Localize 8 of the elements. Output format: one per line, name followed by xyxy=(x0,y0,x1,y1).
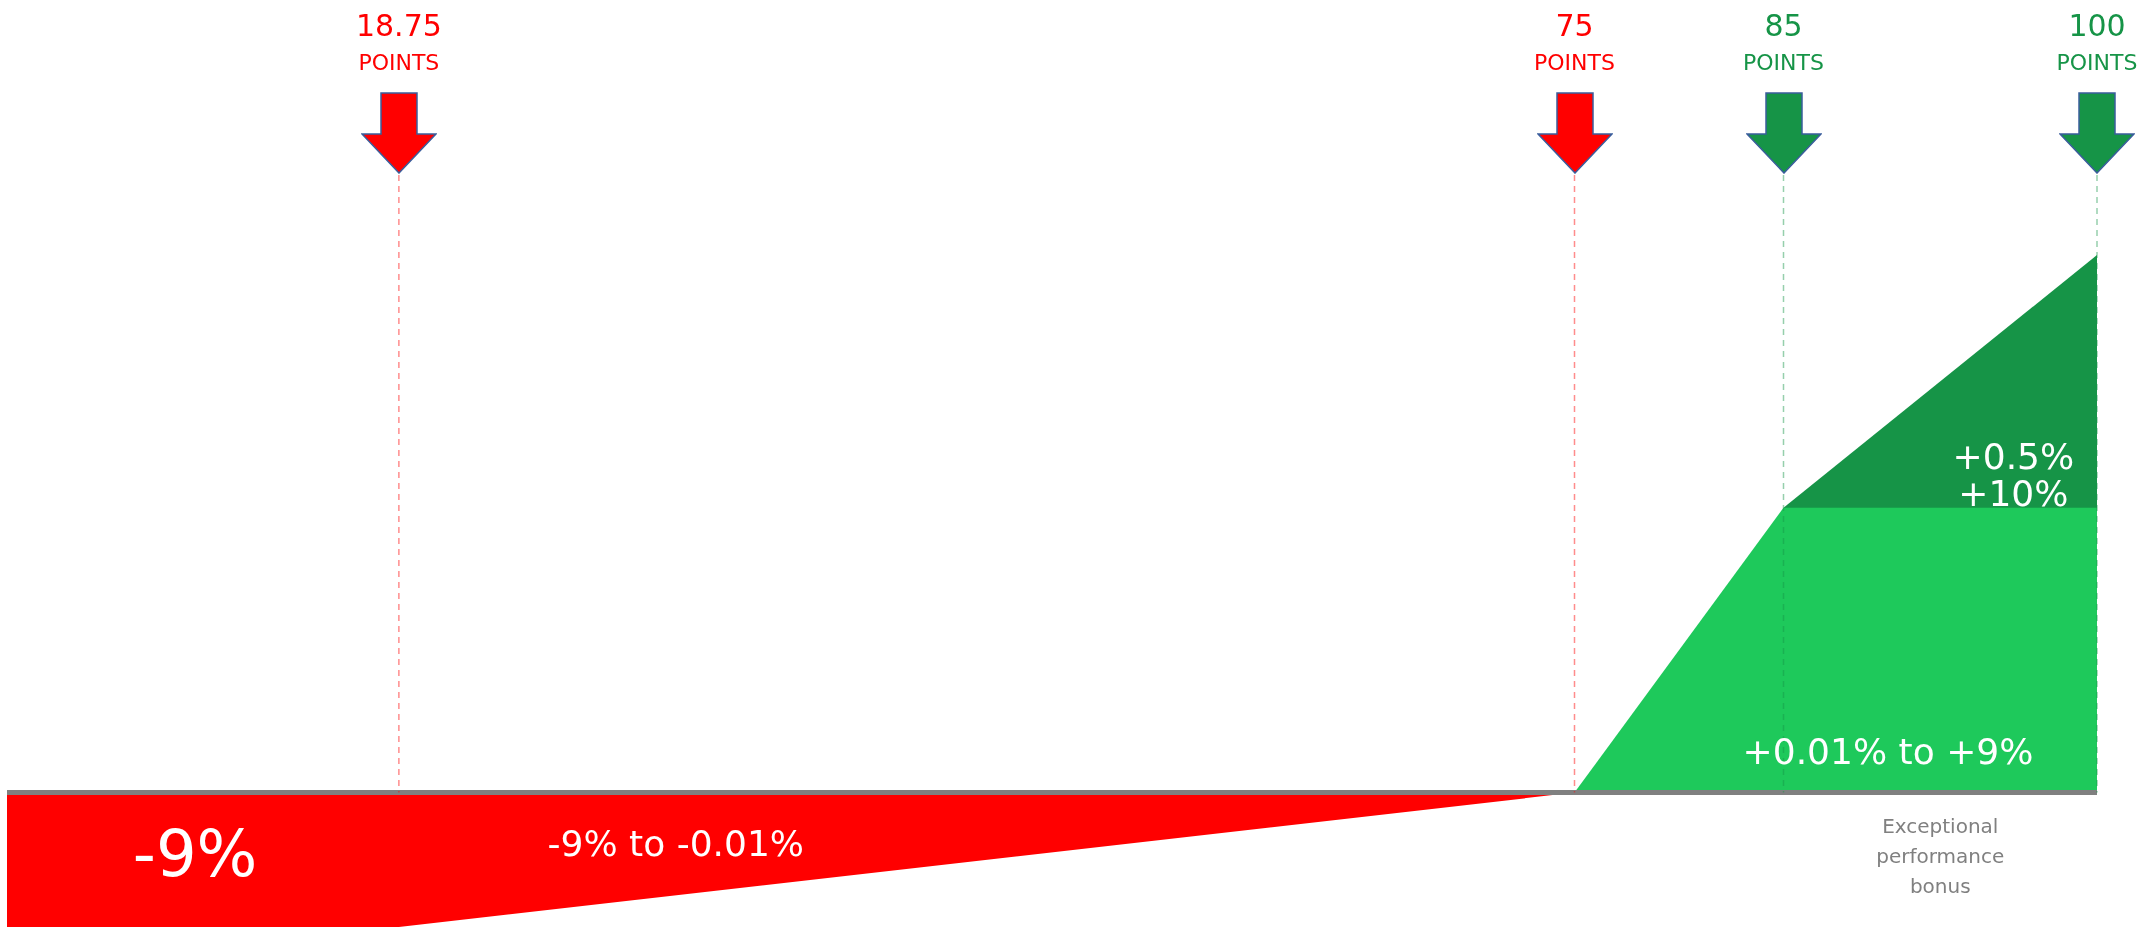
annotation: -9% to -0.01% xyxy=(547,822,805,864)
x-tick-label: 85 POINTS xyxy=(1743,8,1824,75)
annotation: -9% xyxy=(132,817,258,892)
x-tick-label: 100 POINTS xyxy=(2056,8,2138,75)
x-tick-label: 75 POINTS xyxy=(1534,8,1615,75)
annotation: Exceptional performance bonus xyxy=(1876,813,2005,898)
x-tick-label: 18.75 POINTS xyxy=(355,8,442,75)
annotation: +0.01% to +9% xyxy=(1742,731,2034,773)
